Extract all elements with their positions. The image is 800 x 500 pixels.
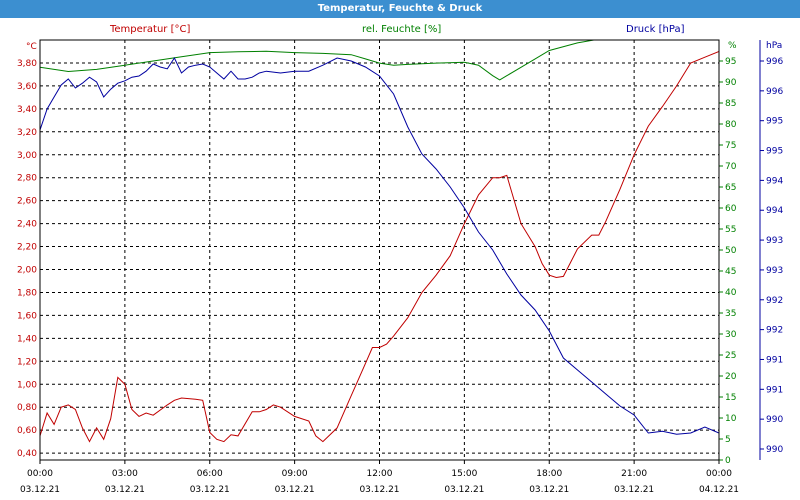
y-tick-label-temperature: 2,40	[17, 220, 37, 230]
legend-pressure: Druck [hPa]	[626, 24, 685, 35]
y-tick-label-temperature: 2,60	[17, 197, 37, 207]
series-line-pressure	[40, 56, 719, 435]
x-tick-label-date: 04.12.21	[699, 485, 739, 495]
y-tick-label-humidity: 40	[725, 288, 737, 298]
x-tick-label-date: 03.12.21	[105, 485, 145, 495]
chart-title-bar: Temperatur, Feuchte & Druck	[0, 0, 800, 18]
y-tick-label-pressure: 995	[766, 147, 783, 157]
y-tick-label-temperature: 0,60	[17, 426, 37, 436]
y-tick-label-pressure: 993	[766, 236, 783, 246]
x-tick-label-date: 03.12.21	[444, 485, 484, 495]
y-tick-label-temperature: 1,20	[17, 357, 37, 367]
pressure-unit-label: hPa	[766, 41, 782, 51]
y-tick-label-temperature: 3,20	[17, 128, 37, 138]
x-tick-label-date: 03.12.21	[190, 485, 230, 495]
y-tick-label-humidity: 45	[725, 267, 736, 277]
y-tick-label-humidity: 5	[725, 435, 731, 445]
x-tick-label-time: 18:00	[536, 469, 562, 479]
y-tick-label-temperature: 1,80	[17, 288, 37, 298]
x-tick-label-date: 03.12.21	[275, 485, 315, 495]
y-tick-label-pressure: 990	[766, 415, 783, 425]
humidity-unit-label: %	[728, 41, 737, 51]
x-tick-label-time: 06:00	[197, 469, 223, 479]
x-tick-label-date: 03.12.21	[20, 485, 60, 495]
y-tick-label-humidity: 35	[725, 309, 736, 319]
y-tick-label-pressure: 996	[766, 57, 783, 67]
y-tick-label-humidity: 85	[725, 99, 736, 109]
plot-border	[39, 39, 720, 461]
x-tick-label-time: 03:00	[112, 469, 138, 479]
x-tick-label-date: 03.12.21	[359, 485, 399, 495]
y-tick-label-humidity: 50	[725, 246, 737, 256]
y-tick-label-pressure: 996	[766, 87, 783, 97]
y-tick-label-temperature: 1,60	[17, 311, 37, 321]
legend-temperature: Temperatur [°C]	[110, 24, 191, 35]
legend-humidity: rel. Feuchte [%]	[362, 24, 442, 35]
x-tick-label-time: 21:00	[621, 469, 647, 479]
y-tick-label-temperature: 2,20	[17, 243, 37, 253]
y-tick-label-humidity: 10	[725, 414, 737, 424]
y-tick-label-temperature: 1,40	[17, 334, 37, 344]
y-tick-label-pressure: 992	[766, 296, 783, 306]
y-tick-label-pressure: 994	[766, 176, 783, 186]
y-tick-label-humidity: 90	[725, 78, 737, 88]
y-tick-label-pressure: 991	[766, 355, 783, 365]
temperature-unit-label: °C	[26, 42, 37, 52]
series-line-temperature	[40, 51, 719, 443]
y-tick-label-humidity: 30	[725, 330, 737, 340]
series-line-humidity	[40, 40, 597, 81]
y-tick-label-humidity: 95	[725, 57, 736, 67]
y-tick-label-humidity: 20	[725, 372, 737, 382]
y-tick-label-temperature: 0,80	[17, 403, 37, 413]
y-tick-label-humidity: 75	[725, 141, 736, 151]
y-tick-label-temperature: 3,00	[17, 151, 37, 161]
y-tick-label-pressure: 995	[766, 117, 783, 127]
y-tick-label-temperature: 3,40	[17, 105, 37, 115]
x-tick-label-time: 00:00	[27, 469, 53, 479]
x-tick-label-date: 03.12.21	[529, 485, 569, 495]
y-tick-label-pressure: 992	[766, 326, 783, 336]
y-tick-label-pressure: 991	[766, 385, 783, 395]
x-tick-label-time: 12:00	[367, 469, 393, 479]
y-tick-label-temperature: 2,00	[17, 266, 37, 276]
y-tick-label-temperature: 1,00	[17, 380, 37, 390]
y-tick-label-humidity: 15	[725, 393, 736, 403]
y-tick-label-temperature: 3,80	[17, 59, 37, 69]
y-tick-label-pressure: 993	[766, 266, 783, 276]
x-tick-label-time: 00:00	[706, 469, 732, 479]
y-tick-label-temperature: 0,40	[17, 449, 37, 459]
x-tick-label-time: 15:00	[451, 469, 477, 479]
y-tick-label-humidity: 55	[725, 225, 736, 235]
y-tick-label-humidity: 25	[725, 351, 736, 361]
y-tick-label-pressure: 994	[766, 206, 783, 216]
y-tick-label-humidity: 80	[725, 120, 737, 130]
y-tick-label-temperature: 3,60	[17, 82, 37, 92]
x-tick-label-date: 03.12.21	[614, 485, 654, 495]
y-tick-label-humidity: 70	[725, 162, 737, 172]
x-tick-label-time: 09:00	[282, 469, 308, 479]
y-tick-label-humidity: 65	[725, 183, 736, 193]
y-tick-label-humidity: 0	[725, 456, 731, 466]
y-tick-label-humidity: 60	[725, 204, 737, 214]
y-tick-label-pressure: 990	[766, 445, 783, 455]
y-tick-label-temperature: 2,80	[17, 174, 37, 184]
